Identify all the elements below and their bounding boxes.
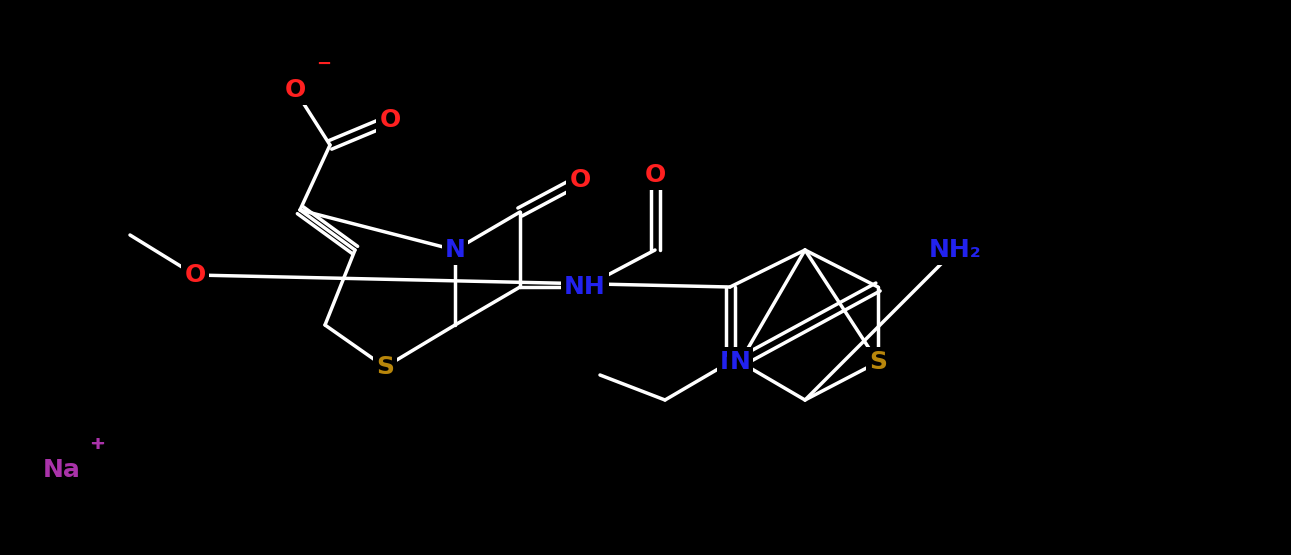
Text: +: +: [90, 435, 105, 453]
Text: S: S: [869, 350, 887, 374]
Text: O: O: [644, 163, 666, 187]
Text: O: O: [185, 263, 205, 287]
Text: S: S: [376, 355, 394, 379]
Text: +: +: [89, 435, 105, 453]
Text: Na: Na: [43, 458, 81, 482]
Text: O: O: [569, 168, 590, 192]
Text: N: N: [729, 350, 750, 374]
Text: N: N: [444, 238, 466, 262]
Text: O: O: [284, 78, 306, 102]
Text: Na: Na: [43, 458, 81, 482]
Text: NH₂: NH₂: [928, 238, 981, 262]
Text: N: N: [719, 350, 741, 374]
Text: NH: NH: [564, 275, 605, 299]
Text: −: −: [316, 55, 332, 73]
Text: O: O: [380, 108, 400, 132]
